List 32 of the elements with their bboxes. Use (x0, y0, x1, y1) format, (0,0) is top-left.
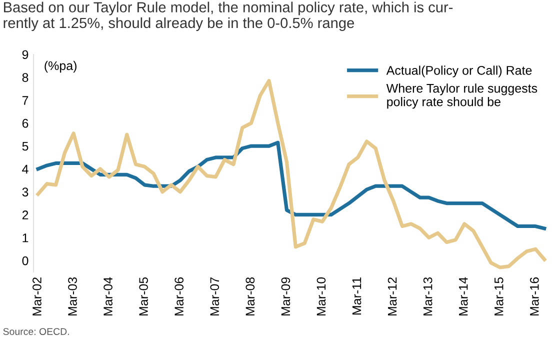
x-tick-label: Mar-02 (32, 277, 42, 316)
x-tick-label: Mar-08 (246, 277, 255, 316)
x-tick-label: Mar-14 (459, 277, 468, 316)
y-tick-label: 6 (22, 118, 28, 128)
y-tick-label: 1 (22, 234, 28, 242)
x-tick-label: Mar-05 (139, 277, 148, 316)
y-tick-label: 2 (22, 210, 28, 220)
line-series (36, 78, 546, 270)
y-tick-label: 5 (22, 142, 28, 151)
x-tick-label: Mar-03 (68, 277, 77, 316)
y-tick-label: 7 (22, 96, 28, 105)
y-tick-label: 9 (22, 50, 28, 60)
x-tick-label: Mar-11 (352, 277, 362, 315)
x-tick-label: Mar-16 (530, 277, 539, 316)
y-tick-label: 3 (22, 188, 28, 196)
y-tick-label: 4 (22, 164, 28, 174)
y-tick-label: 0 (22, 256, 28, 266)
x-tick-label: Mar-04 (104, 277, 112, 316)
chart-title: Based on our Taylor Rule model, the nominal policy rate, which is cur- rently at 1.25%, should already be in the 0-0.5% range (4, 2, 453, 31)
x-tick-label: Mar-07 (210, 277, 220, 316)
x-tick-label: Mar-15 (494, 277, 504, 316)
line-series (36, 140, 546, 230)
y-axis-title: (%pa) (44, 60, 76, 73)
x-tick-label: Mar-10 (316, 277, 326, 316)
x-tick-label: Mar-12 (388, 277, 397, 316)
legend-label: Where Taylor rule suggests policy rate should be (386, 84, 538, 109)
x-tick-label: Mar-13 (423, 277, 432, 316)
x-tick-label: Mar-09 (281, 277, 290, 316)
source-note: Source: OECD. (3, 328, 69, 335)
legend-label: Actual(Policy or Call) Rate (386, 66, 532, 78)
x-tick-label: Mar-06 (174, 277, 184, 316)
y-tick-label: 8 (22, 73, 28, 82)
